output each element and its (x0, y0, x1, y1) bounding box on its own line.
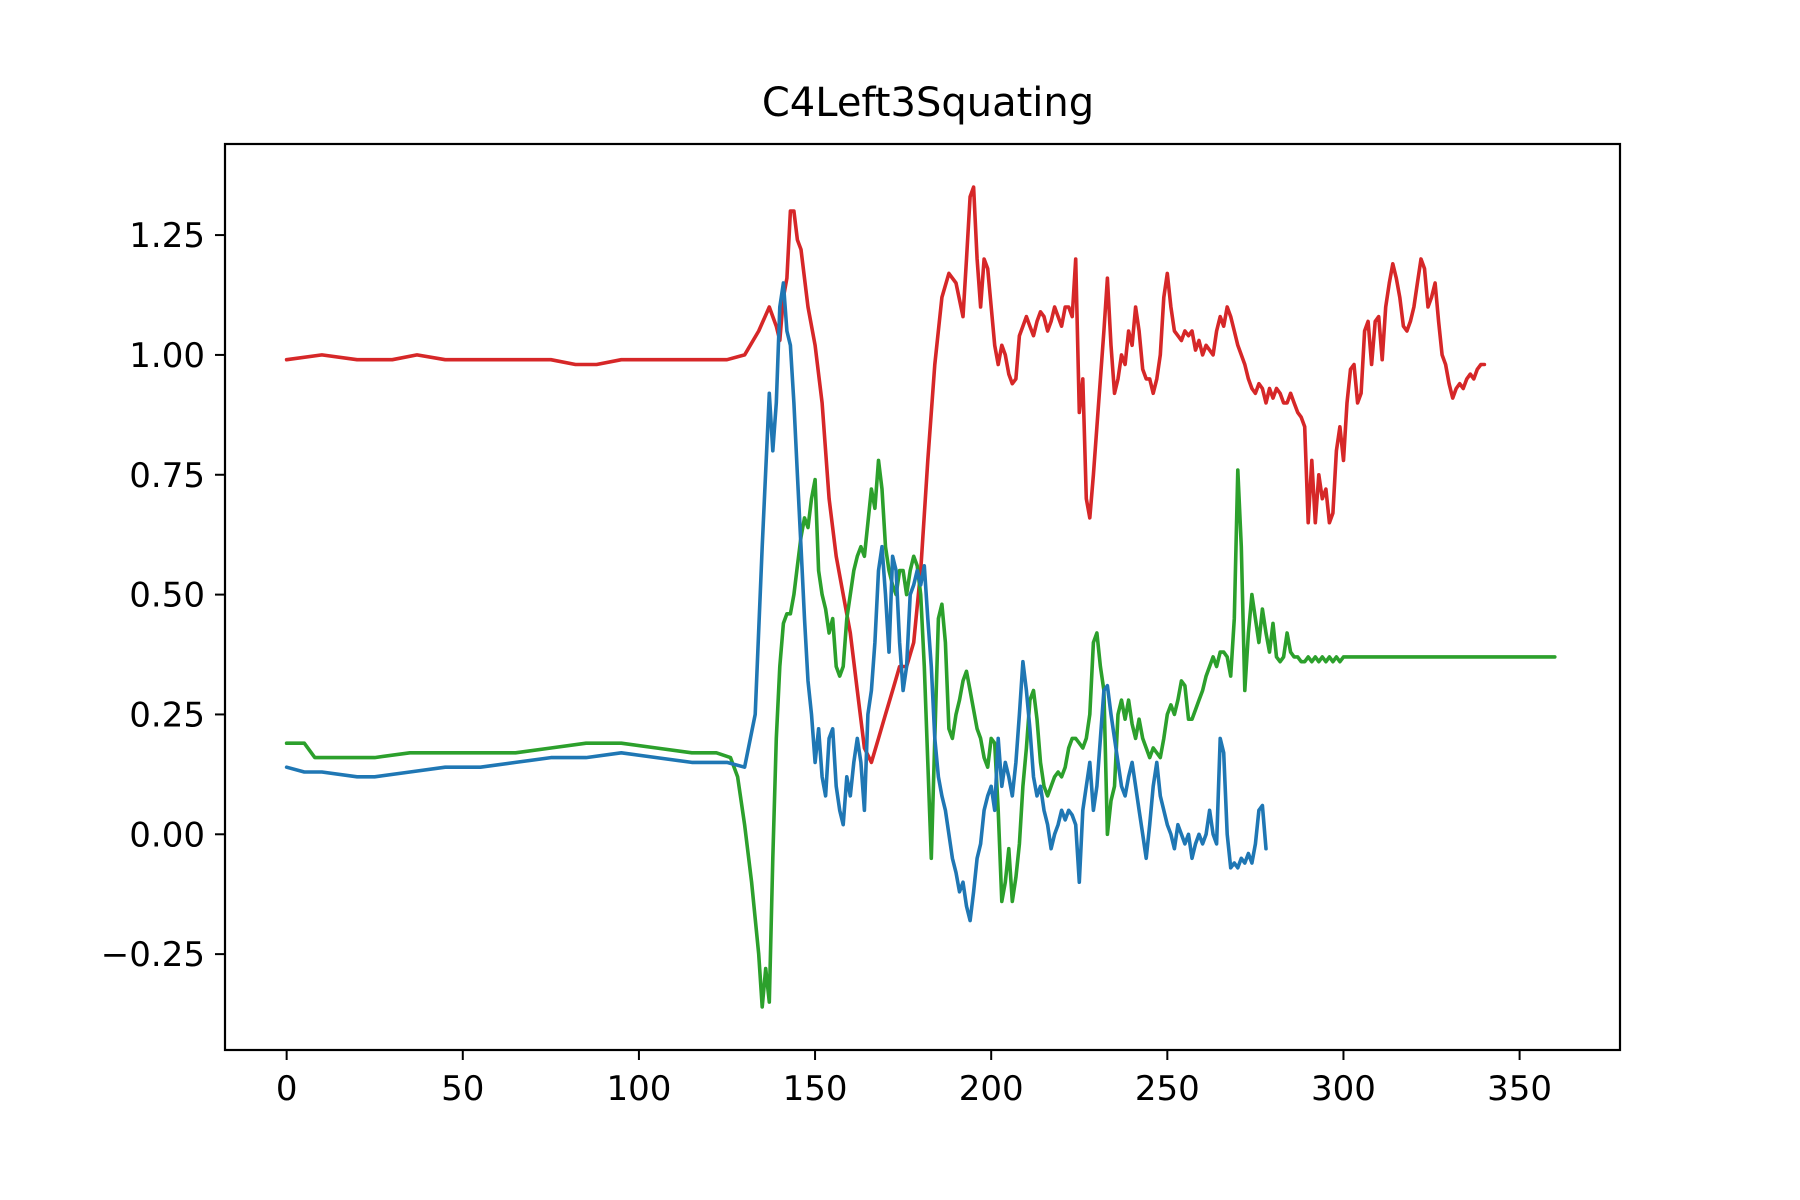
series-line-1 (284, 185, 1487, 765)
x-tick-label: 250 (1135, 1069, 1200, 1109)
y-tick-label: 0.00 (129, 815, 205, 855)
series-line-3 (284, 281, 1268, 923)
series-layer (284, 185, 1557, 1009)
series-line-2 (284, 458, 1557, 1009)
y-tick-label: 0.25 (129, 695, 205, 735)
x-tick-label: 350 (1487, 1069, 1552, 1109)
x-tick-label: 300 (1311, 1069, 1376, 1109)
plot-area-frame (223, 142, 1622, 1052)
x-tick-label: 0 (276, 1069, 298, 1109)
x-axis: 0 50 100 150 200 250 300 350 (276, 1050, 1552, 1109)
y-tick-label: 1.25 (129, 216, 205, 256)
y-tick-label: 0.50 (129, 576, 205, 616)
chart-title: C4Left3Squating (762, 80, 1094, 126)
y-tick-label: −0.25 (101, 935, 205, 975)
y-tick-label: 0.75 (129, 456, 205, 496)
x-tick-label: 200 (959, 1069, 1024, 1109)
x-tick-label: 100 (606, 1069, 671, 1109)
y-tick-label: 1.00 (129, 336, 205, 376)
x-tick-label: 50 (441, 1069, 484, 1109)
y-axis: −0.25 0.00 0.25 0.50 0.75 1.00 1.25 (101, 216, 225, 975)
x-tick-label: 150 (783, 1069, 848, 1109)
